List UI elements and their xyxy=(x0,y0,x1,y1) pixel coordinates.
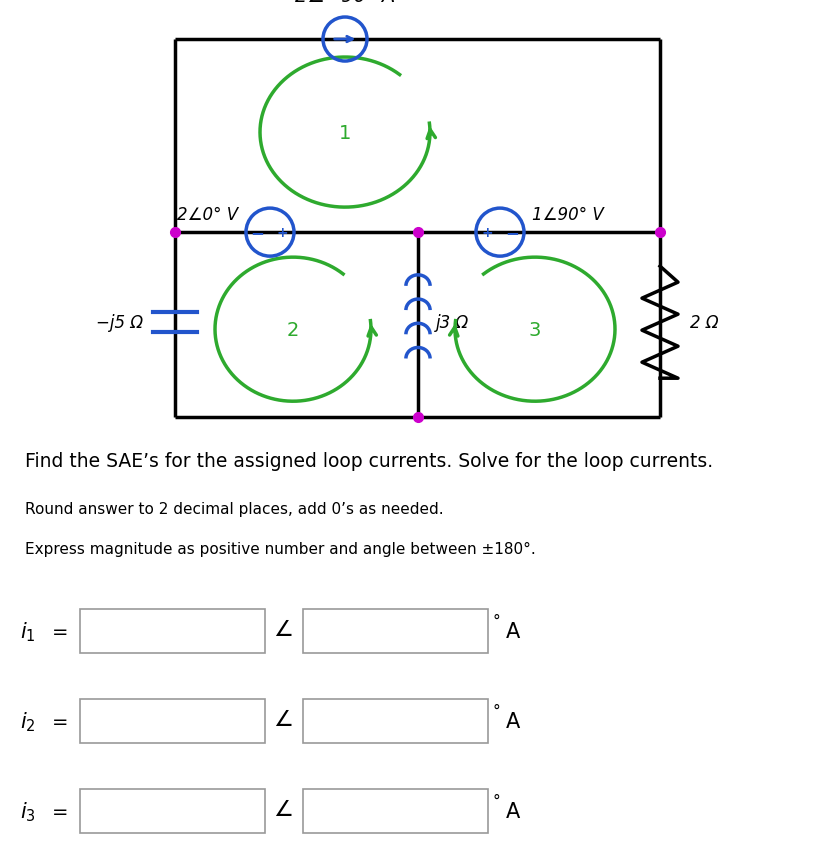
Text: −: − xyxy=(251,224,264,242)
FancyBboxPatch shape xyxy=(303,610,487,653)
Text: 2 Ω: 2 Ω xyxy=(689,313,718,331)
Text: =: = xyxy=(51,712,68,731)
Text: Round answer to 2 decimal places, add 0’s as needed.: Round answer to 2 decimal places, add 0’… xyxy=(25,502,443,517)
Text: 2: 2 xyxy=(286,320,299,339)
FancyBboxPatch shape xyxy=(303,790,487,833)
Text: 1∠90° V: 1∠90° V xyxy=(532,206,603,224)
Text: ∠: ∠ xyxy=(273,709,293,729)
Text: 3: 3 xyxy=(528,320,541,339)
FancyBboxPatch shape xyxy=(80,610,265,653)
Text: +: + xyxy=(276,226,288,240)
Text: 2∠0° V: 2∠0° V xyxy=(177,206,237,224)
Text: =: = xyxy=(51,622,68,641)
Text: $i_1$: $i_1$ xyxy=(20,620,36,643)
Text: A: A xyxy=(505,711,519,731)
Text: ∠: ∠ xyxy=(273,799,293,819)
Text: −j5 Ω: −j5 Ω xyxy=(96,313,143,331)
Text: 2∠−90° A: 2∠−90° A xyxy=(294,0,394,6)
Text: −: − xyxy=(505,224,519,242)
Text: °: ° xyxy=(492,703,500,718)
FancyBboxPatch shape xyxy=(80,790,265,833)
Text: $i_2$: $i_2$ xyxy=(20,709,36,733)
Text: Find the SAE’s for the assigned loop currents. Solve for the loop currents.: Find the SAE’s for the assigned loop cur… xyxy=(25,452,712,471)
Text: =: = xyxy=(51,802,68,821)
Text: Express magnitude as positive number and angle between ±180°.: Express magnitude as positive number and… xyxy=(25,542,535,556)
Text: °: ° xyxy=(492,613,500,628)
Text: +: + xyxy=(481,226,493,240)
Text: j3 Ω: j3 Ω xyxy=(436,313,469,331)
Text: A: A xyxy=(505,801,519,821)
FancyBboxPatch shape xyxy=(303,699,487,743)
Text: °: ° xyxy=(492,793,500,808)
FancyBboxPatch shape xyxy=(80,699,265,743)
Text: ∠: ∠ xyxy=(273,619,293,640)
Text: A: A xyxy=(505,622,519,641)
Text: $i_3$: $i_3$ xyxy=(20,799,36,823)
Text: 1: 1 xyxy=(338,123,351,142)
